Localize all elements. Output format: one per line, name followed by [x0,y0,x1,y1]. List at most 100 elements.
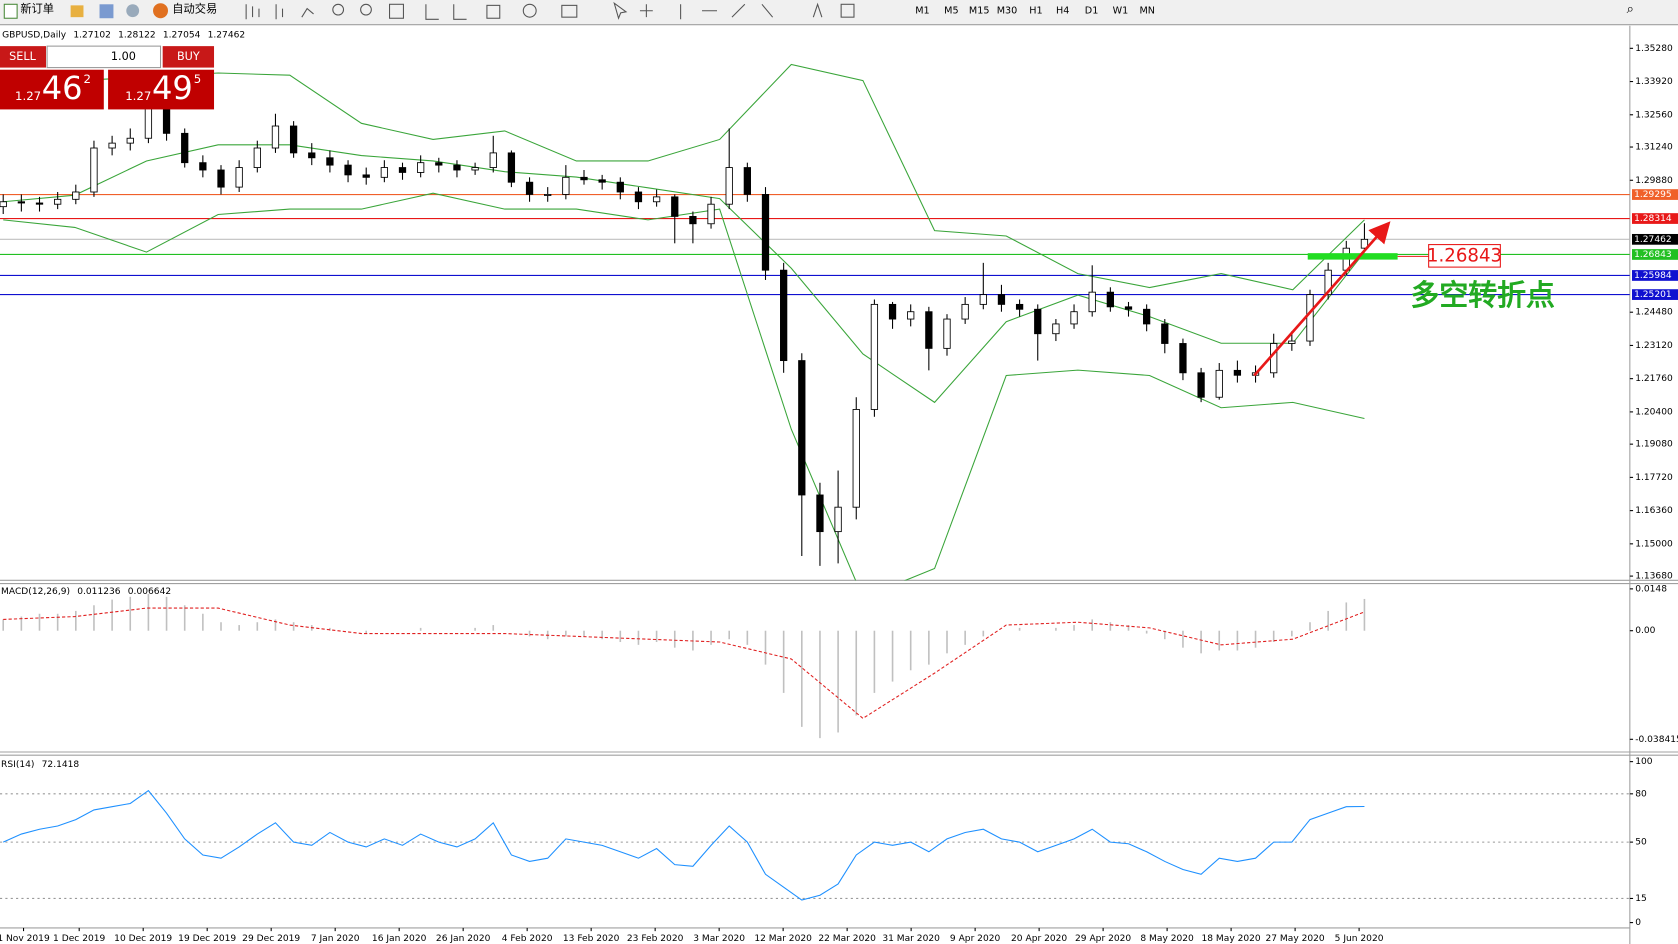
timeframe[interactable]: M30 [997,6,1018,17]
bollinger-upper [3,63,1365,291]
candle-body [544,194,552,196]
x-tick-label: 29 Apr 2020 [1075,934,1131,944]
y-tick-label: 80 [1635,789,1647,799]
icon[interactable] [126,4,140,18]
candle-body [562,176,570,195]
y-tick-label: 0.0148 [1635,584,1667,594]
candle-body [907,311,915,320]
buy-button[interactable] [162,46,215,68]
sell-button[interactable] [0,46,47,68]
timeframe[interactable]: H4 [1056,6,1069,17]
candle-body [689,215,697,225]
level-tag [1631,289,1678,300]
toolbar-icons[interactable] [245,1,855,20]
candle-body [326,157,334,166]
x-tick-label: 10 Dec 2019 [114,934,172,944]
sell-label[interactable]: SELL [9,50,36,63]
candle-body [707,203,715,225]
price-pips: 49 [152,69,193,107]
icon[interactable] [70,5,84,18]
candle-body [181,132,189,164]
candle-body [1088,291,1096,313]
annotation-price: 1.26843 [1427,245,1502,266]
level-tag [1631,213,1678,224]
candle-body [997,294,1006,305]
candle-body [888,303,897,320]
new-order[interactable]: 新订单 [20,2,54,16]
timeframe[interactable]: MN [1139,6,1154,17]
candle-body [1015,303,1024,310]
y-tick-label: 1.35280 [1635,44,1673,54]
x-tick-label: 18 May 2020 [1201,934,1260,944]
y-tick-label: 1.32560 [1635,110,1673,120]
y-tick-label: 1.20400 [1635,407,1673,417]
x-tick-label: 1 Dec 2019 [53,934,105,944]
x-tick-label: 20 Apr 2020 [1011,934,1067,944]
price-point: 2 [83,72,90,86]
level-label: 1.26843 [1634,250,1672,260]
macd-value: 0.011236 [77,587,121,597]
timeframe[interactable]: M15 [969,6,990,17]
y-tick-label: 50 [1635,838,1647,848]
x-tick-label: 29 Dec 2019 [242,934,300,944]
candle-body [217,169,225,188]
candle-body [0,201,7,208]
lot-size[interactable]: 1.00 [111,50,136,63]
new-order-icon[interactable] [3,3,18,19]
signal-value: 0.006642 [128,587,171,597]
close: 1.27462 [208,30,246,40]
candle-body [1270,343,1278,374]
timeframe[interactable]: M5 [944,6,958,17]
level-tag [1631,270,1678,281]
icon[interactable] [99,4,114,19]
candle-body [72,191,80,200]
candle-body [253,147,261,168]
candle-body [126,137,134,144]
candle-body [798,360,806,496]
y-tick-label: -0.038415 [1635,735,1678,745]
candle-body [1070,311,1078,325]
candle-body [35,202,44,205]
timeframe[interactable]: W1 [1113,6,1129,17]
timeframe[interactable]: D1 [1085,6,1099,17]
sell-price-box[interactable] [0,69,104,110]
candle-body [199,162,207,171]
candle-body [979,294,987,305]
candle-body [580,176,588,181]
y-tick-label: 1.13680 [1635,572,1673,582]
candle-body [961,303,969,320]
candle-body [634,191,643,203]
candle-body [271,125,280,149]
level-label: 1.25984 [1634,271,1672,281]
candle-body [743,167,751,195]
lot-input[interactable] [46,45,162,69]
buy-price-box[interactable] [108,69,215,110]
candle-body [1306,294,1314,342]
y-tick-label: 1.23120 [1635,341,1673,351]
candle-body [780,269,788,362]
candle-body [1161,323,1169,344]
pivot-bar [1307,253,1398,260]
x-tick-label: 12 Mar 2020 [754,934,812,944]
level-label: 1.29295 [1634,190,1672,200]
auto-trading-icon[interactable] [153,3,169,19]
candle-body [816,494,824,533]
auto-trading[interactable]: 自动交易 [172,2,217,16]
level-label: 1.25201 [1634,290,1672,300]
candle-body [398,167,407,173]
candle-body [453,164,461,171]
x-tick-label: 16 Jan 2020 [372,934,427,944]
timeframe[interactable]: H1 [1029,6,1042,17]
title: RSI(14) [1,759,34,769]
price-label: 1.27462 [1634,235,1672,245]
y-tick-label: 15 [1635,894,1647,904]
candle-body [725,167,733,205]
candle-body [1179,343,1187,374]
x-tick-label: 3 Mar 2020 [693,934,745,944]
timeframe[interactable]: M1 [915,6,929,17]
search-icon[interactable]: ⌕ [1627,2,1634,17]
buy-label[interactable]: BUY [177,50,200,63]
candle-body [507,152,516,183]
open: 1.27102 [73,30,111,40]
